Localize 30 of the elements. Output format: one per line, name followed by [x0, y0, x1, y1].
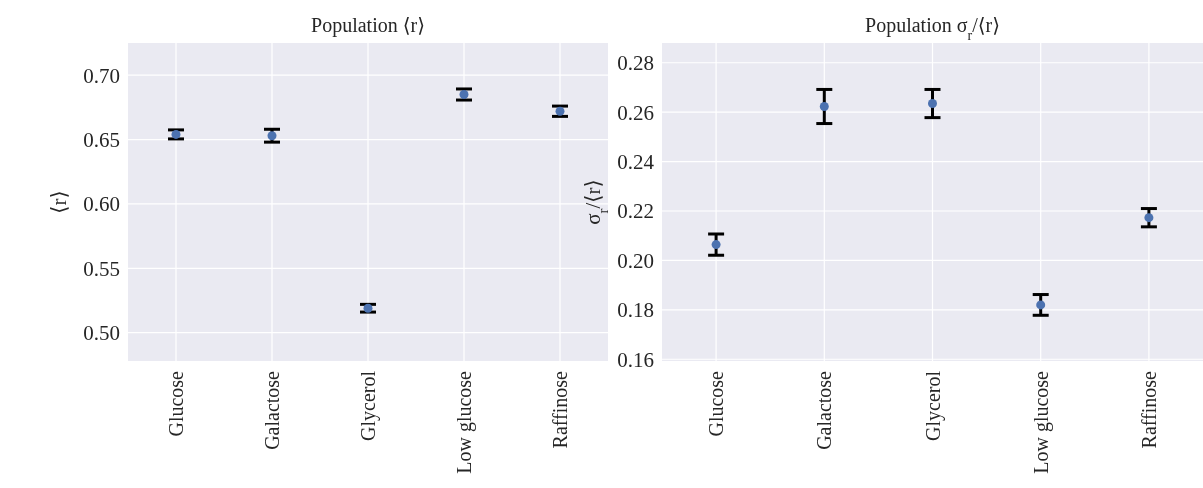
- y-tick-label: 0.50: [83, 321, 120, 346]
- x-tick-label: Glycerol: [921, 370, 945, 441]
- x-tick-label: Glycerol: [357, 370, 380, 441]
- x-tick-label: Galactose: [261, 370, 283, 450]
- y-tick-label: 0.65: [83, 127, 120, 152]
- y-tick-label: 0.24: [617, 149, 655, 174]
- x-tick-label: Raffinose: [549, 370, 571, 449]
- point: [928, 99, 937, 109]
- x-tick-label: Low glucose: [1029, 370, 1053, 474]
- point: [1036, 300, 1046, 310]
- chart-title: Population ⟨r⟩: [311, 14, 425, 37]
- y-tick-label: 0.55: [83, 256, 120, 281]
- point: [711, 240, 721, 250]
- chart-title: Population σ$_{r}$/⟨r⟩: [865, 14, 1000, 43]
- y-tick-label: 0.28: [617, 51, 654, 76]
- point: [1144, 213, 1154, 223]
- y-tick-label: 0.26: [617, 100, 654, 125]
- y-tick-label: 0.18: [617, 298, 654, 323]
- x-tick-label: Glucose: [165, 370, 187, 437]
- point: [819, 102, 829, 111]
- x-tick-label: Galactose: [813, 370, 836, 450]
- y-tick-label: 0.70: [83, 63, 120, 88]
- x-tick-label: Glucose: [705, 370, 728, 437]
- y-tick-label: 0.60: [83, 192, 120, 217]
- y-tick-label: 0.22: [617, 199, 654, 224]
- y-tick-label: 0.16: [617, 347, 654, 372]
- x-tick-label: Low glucose: [453, 370, 476, 474]
- y-axis-title: ⟨r⟩: [47, 190, 71, 214]
- x-tick-label: Raffinose: [1137, 370, 1160, 449]
- y-tick-label: 0.20: [617, 248, 654, 273]
